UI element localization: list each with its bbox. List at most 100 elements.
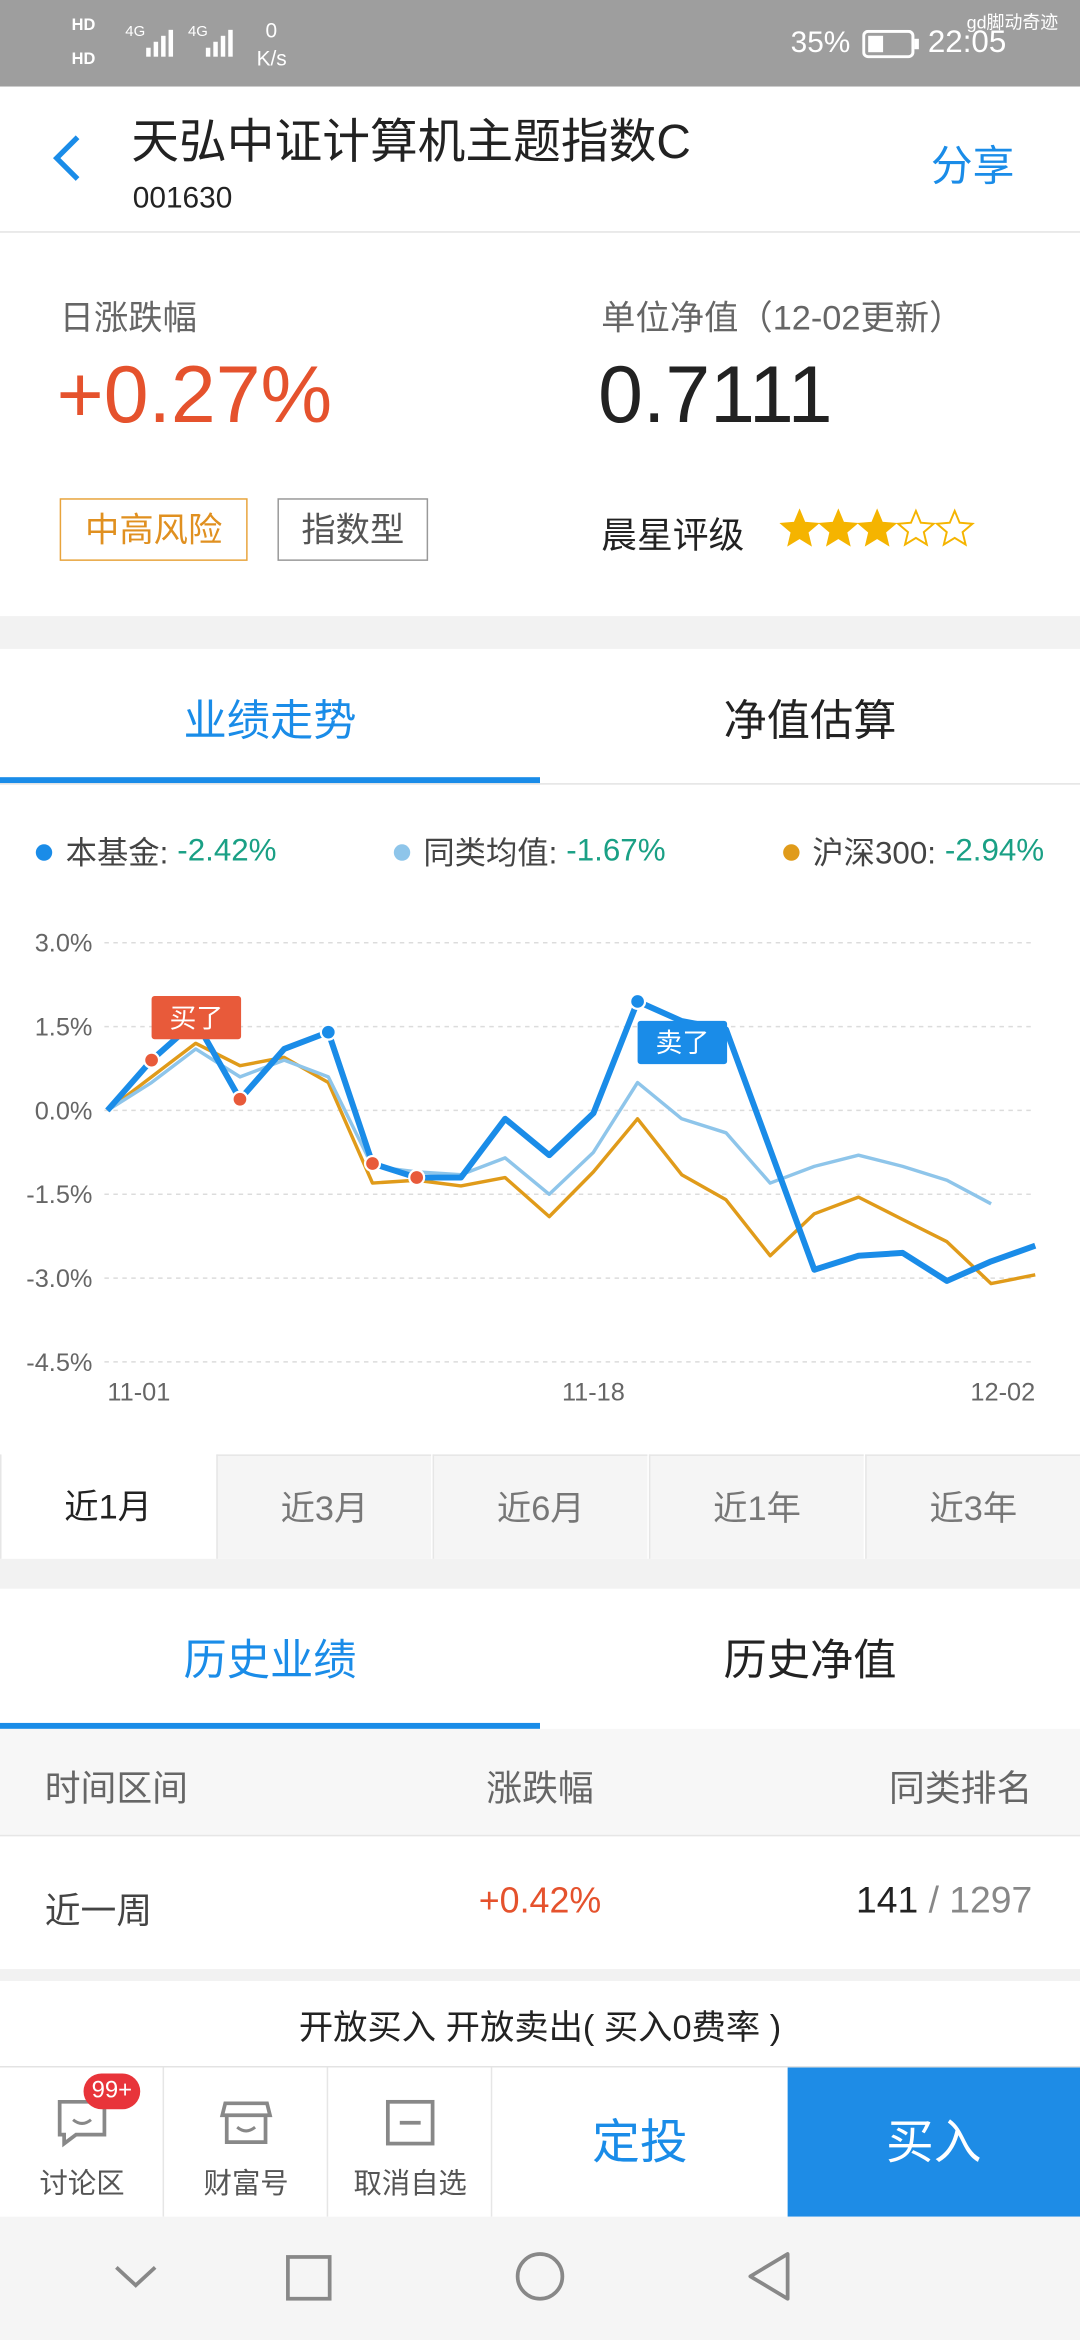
x-tick-label: 12-02 <box>970 1379 1035 1407</box>
x-tick-label: 11-01 <box>107 1379 170 1407</box>
annotation-label: 卖了 <box>655 1028 709 1058</box>
buy-point <box>408 1168 426 1187</box>
daily-change: +0.27% <box>56 350 333 441</box>
type-tag: 指数型 <box>277 498 429 561</box>
change-label: 日涨跌幅 <box>59 298 197 338</box>
performance-chart: 3.0% 1.5% 0.0% -1.5% -3.0% -4.5% 11-01 11-18 12-… <box>26 930 1037 1407</box>
sell-point <box>629 992 647 1011</box>
tab-underline <box>0 777 540 784</box>
star-filled <box>779 508 820 547</box>
tab-underline <box>0 1722 540 1729</box>
y-tick-label: -3.0% <box>26 1265 92 1293</box>
annotation-box <box>637 1020 728 1065</box>
section-gap <box>0 616 1080 649</box>
net-icon: 4G <box>187 23 208 41</box>
buy-button[interactable]: 买入 <box>787 2067 1080 2217</box>
legend-value: -2.94% <box>944 833 1045 869</box>
battery-icon <box>862 29 919 59</box>
share-button[interactable]: 分享 <box>930 143 1015 190</box>
annotation-label: 买了 <box>169 1003 223 1033</box>
watermark: gd脚动奇迹 <box>966 11 1059 33</box>
legend-item: 沪深300: -2.94% <box>782 829 1044 874</box>
sell-point <box>319 1023 337 1041</box>
buy-point <box>231 1090 249 1108</box>
history-tab[interactable]: 历史净值 <box>723 1637 897 1686</box>
period-tab[interactable]: 近3月 <box>216 1454 432 1559</box>
fund-title: 天弘中证计算机主题指数C <box>131 114 691 169</box>
period-tab[interactable]: 近1年 <box>648 1454 864 1559</box>
speed: 0 <box>265 17 278 42</box>
buy-point <box>143 1051 161 1069</box>
plan-button[interactable]: 定投 <box>592 2115 688 2169</box>
battery-percent: 35% <box>790 26 851 60</box>
clock: 22:05 <box>927 25 1007 60</box>
nav-back[interactable] <box>743 2249 797 2303</box>
speed-unit: K/s <box>256 46 287 71</box>
star-filled <box>856 508 898 547</box>
wealth-button[interactable]: 财富号 <box>164 2067 329 2217</box>
period-tab[interactable]: 近6月 <box>432 1454 648 1559</box>
rating-label: 晨星评级 <box>601 516 745 557</box>
table-row: 近一周 +0.42% 141 / 1297 <box>0 1836 1080 1969</box>
star-empty <box>895 508 937 547</box>
section-gap <box>0 1558 1080 1589</box>
hd-icon: HD <box>71 16 96 35</box>
table-header: 时间区间 涨跌幅 同类排名 <box>0 1728 1080 1837</box>
rank: 141 <box>855 1879 919 1922</box>
y-tick-label: 1.5% <box>35 1014 93 1042</box>
history-tab[interactable]: 历史业绩 <box>183 1637 357 1686</box>
series-line <box>105 998 1037 1284</box>
legend-dot <box>393 843 410 860</box>
y-tick-label: 3.0% <box>35 930 93 958</box>
wealth-icon <box>219 2101 273 2144</box>
nav-home[interactable] <box>513 2249 567 2303</box>
nav-label: 单位净值（12-02更新） <box>601 298 964 338</box>
nav-down[interactable] <box>110 2258 161 2294</box>
divider <box>0 2066 1080 2068</box>
table-header-cell: 时间区间 <box>44 1769 188 1810</box>
unfollow-button[interactable]: 取消自选 <box>328 2067 493 2217</box>
nav-value: 0.7111 <box>598 350 833 441</box>
chart-legend: 本基金: -2.42% 同类均值: -1.67% 沪深300: -2.94% <box>35 829 1044 874</box>
legend-name: 同类均值: <box>423 836 558 872</box>
button-label: 财富号 <box>203 2168 289 2201</box>
unfollow-icon <box>385 2099 435 2146</box>
nav-recent[interactable] <box>283 2252 334 2303</box>
legend-value: -1.67% <box>566 833 666 869</box>
star-filled <box>818 508 859 547</box>
change-cell: +0.42% <box>478 1881 602 1922</box>
period-tab[interactable]: 近1月 <box>0 1454 215 1559</box>
x-tick-label: 11-18 <box>562 1379 625 1407</box>
series-line <box>106 1041 1036 1286</box>
chart-tab[interactable]: 净值估算 <box>723 698 897 746</box>
back-button[interactable] <box>45 131 90 185</box>
rating-stars <box>779 508 975 547</box>
legend-name: 本基金: <box>65 836 169 872</box>
rank-cell: 141 / 1297 <box>856 1880 1032 1923</box>
legend-dot <box>35 843 53 860</box>
forum-button[interactable]: 讨论区 <box>0 2067 165 2217</box>
y-tick-label: -1.5% <box>26 1181 92 1209</box>
risk-tag: 中高风险 <box>59 498 248 561</box>
hd-icon: HD <box>71 50 96 69</box>
rank-total: / 1297 <box>928 1879 1033 1922</box>
button-label: 取消自选 <box>353 2168 467 2201</box>
table-header-cell: 涨跌幅 <box>486 1769 594 1810</box>
period-tab[interactable]: 近3年 <box>865 1454 1080 1559</box>
legend-name: 沪深300: <box>812 836 936 872</box>
divider <box>0 231 1080 233</box>
status-bar: HD HD 4G 4G 0 K/s 35% 22:05 gd脚动奇迹 <box>0 0 1080 87</box>
y-tick-label: 0.0% <box>35 1097 93 1125</box>
section-gap <box>0 1969 1080 1981</box>
table-header-cell: 同类排名 <box>889 1769 1033 1810</box>
legend-value: -2.42% <box>177 833 277 869</box>
net-icon: 4G <box>125 23 146 41</box>
buy-point <box>363 1154 382 1173</box>
legend-item: 本基金: -2.42% <box>35 829 277 874</box>
legend-item: 同类均值: -1.67% <box>393 829 666 874</box>
y-tick-label: -4.5% <box>26 1349 92 1377</box>
period-cell: 近一周 <box>44 1891 153 1932</box>
chart-tab[interactable]: 业绩走势 <box>183 698 357 746</box>
fund-code: 001630 <box>132 181 233 215</box>
